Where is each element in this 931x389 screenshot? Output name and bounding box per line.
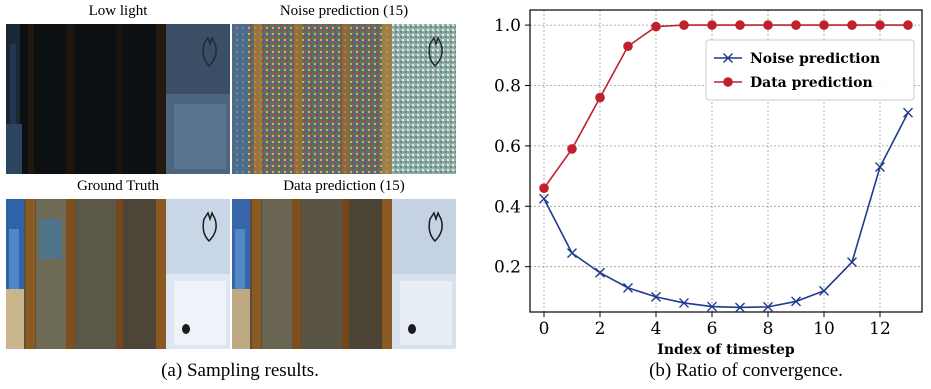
x-marker-point — [791, 296, 801, 307]
circle-marker-point — [567, 144, 577, 154]
x-tick-label: 2 — [595, 319, 606, 339]
x-marker-point — [903, 107, 913, 118]
y-tick-label: 0.8 — [494, 77, 521, 97]
image-title-low-light: Low light — [88, 3, 148, 19]
circle-marker-point — [707, 20, 717, 30]
x-tick-label: 0 — [539, 319, 550, 339]
x-marker-point — [623, 282, 633, 293]
noise-prediction-image — [232, 24, 456, 174]
legend-label: Data prediction — [750, 75, 873, 91]
circle-marker-point — [791, 20, 801, 30]
x-tick-label: 6 — [707, 319, 718, 339]
x-tick-label: 4 — [651, 319, 662, 339]
x-marker-point — [651, 291, 661, 302]
x-tick-label: 8 — [763, 319, 774, 339]
x-marker-point — [567, 248, 577, 259]
legend-box — [705, 39, 915, 101]
series-lines — [539, 20, 913, 313]
x-marker-point — [819, 285, 829, 296]
x-marker-point — [875, 162, 885, 173]
legend: Noise prediction Data prediction — [705, 39, 915, 101]
image-title-noise-prediction: Noise prediction (15) — [279, 3, 409, 19]
circle-marker-point — [875, 20, 885, 30]
x-tick-label: 12 — [869, 319, 891, 339]
x-marker-point — [735, 302, 745, 313]
legend-label: Noise prediction — [750, 51, 880, 67]
circle-marker-point — [819, 20, 829, 30]
circle-marker-point — [735, 20, 745, 30]
y-tick-label: 0.2 — [494, 258, 521, 278]
ground-truth-image — [6, 199, 230, 349]
image-title-data-prediction: Data prediction (15) — [283, 178, 405, 194]
circle-marker-point — [847, 20, 857, 30]
x-axis-label: Index of timestep — [657, 342, 795, 358]
convergence-chart: 0 2 4 6 8 10 12 0.2 0.4 0.6 0.8 1.0 Index of timest… — [494, 9, 923, 358]
caption-ratio-of-convergence: (b) Ratio of convergence. — [649, 360, 843, 381]
legend-circle-marker — [723, 77, 733, 87]
x-marker-point — [763, 301, 773, 312]
image-title-ground-truth: Ground Truth — [76, 178, 160, 194]
circle-marker-point — [595, 92, 605, 103]
circle-marker-point — [623, 41, 633, 52]
x-marker-point — [847, 257, 857, 268]
circle-marker-point — [651, 21, 661, 32]
y-tick-label: 0.4 — [494, 197, 521, 217]
x-marker-point — [707, 301, 717, 312]
series-line-0 — [543, 112, 909, 309]
low-light-image — [6, 24, 230, 174]
data-prediction-image — [232, 199, 456, 349]
x-tick-label: 10 — [813, 319, 835, 339]
y-tick-label: 0.6 — [494, 137, 521, 157]
circle-marker-point — [539, 183, 549, 193]
circle-marker-point — [763, 20, 773, 30]
x-marker-point — [539, 193, 549, 204]
axis-ticks: 0 2 4 6 8 10 12 0.2 0.4 0.6 0.8 1.0 — [494, 16, 891, 339]
plot-frame — [529, 9, 923, 313]
caption-sampling-results: (a) Sampling results. — [161, 360, 319, 381]
x-marker-point — [679, 297, 689, 308]
circle-marker-point — [903, 20, 913, 30]
x-marker-point — [595, 267, 605, 278]
legend-x-marker — [723, 53, 733, 63]
circle-marker-point — [679, 20, 689, 30]
y-tick-label: 1.0 — [494, 16, 521, 36]
